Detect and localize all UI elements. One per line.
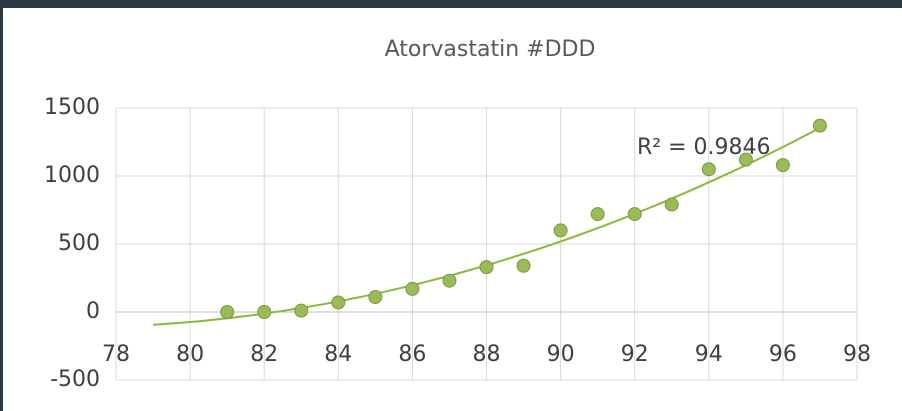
point bbox=[812, 118, 827, 133]
x-tick-label: 84 bbox=[324, 342, 352, 367]
point bbox=[516, 258, 531, 273]
y-tick-label: -500 bbox=[50, 367, 100, 392]
x-tick-label: 94 bbox=[695, 342, 723, 367]
trendline-label: R² = 0.9846 bbox=[637, 135, 771, 160]
y-tick-label: 0 bbox=[86, 299, 100, 324]
x-tick-label: 80 bbox=[176, 342, 204, 367]
point bbox=[331, 295, 346, 310]
x-tick-label: 92 bbox=[621, 342, 649, 367]
chart-title: Atorvastatin #DDD bbox=[385, 37, 596, 62]
y-tick-label: 1000 bbox=[44, 163, 100, 188]
point bbox=[590, 207, 605, 222]
point bbox=[738, 152, 753, 167]
point bbox=[257, 305, 272, 319]
point bbox=[775, 158, 790, 173]
x-tick-label: 82 bbox=[250, 342, 278, 367]
y-tick-label: 1500 bbox=[44, 95, 100, 120]
y-tick-label: 500 bbox=[58, 231, 100, 256]
point bbox=[664, 197, 679, 212]
point bbox=[442, 273, 457, 288]
x-tick-label: 86 bbox=[398, 342, 426, 367]
chart-area bbox=[3, 8, 902, 411]
x-tick-label: 78 bbox=[102, 342, 130, 367]
point bbox=[220, 305, 235, 319]
point bbox=[405, 281, 420, 296]
x-tick-label: 96 bbox=[769, 342, 797, 367]
point bbox=[701, 162, 716, 177]
point bbox=[553, 223, 568, 238]
point bbox=[627, 207, 642, 222]
x-tick-label: 98 bbox=[843, 342, 871, 367]
point bbox=[368, 290, 383, 305]
point bbox=[294, 303, 309, 318]
x-tick-label: 88 bbox=[473, 342, 501, 367]
point bbox=[479, 260, 494, 275]
x-tick-label: 90 bbox=[547, 342, 575, 367]
